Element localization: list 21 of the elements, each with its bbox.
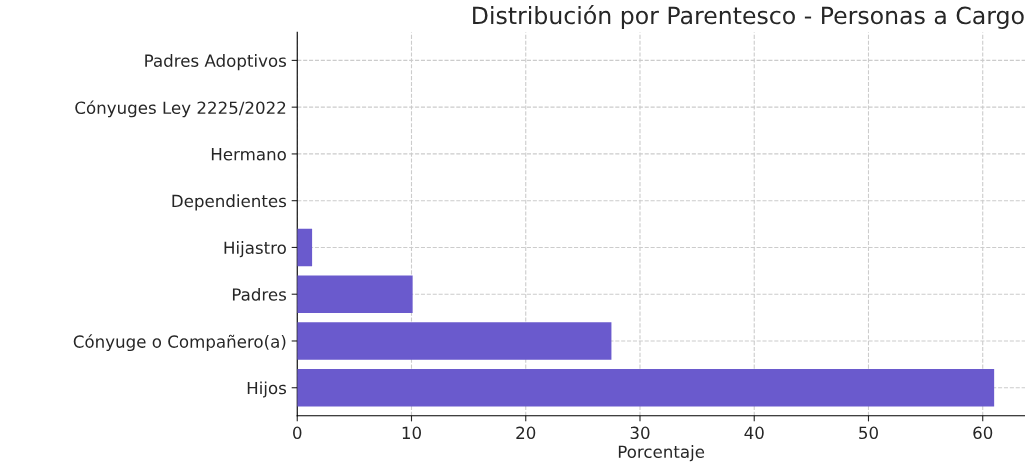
x-tick-label: 40 [744, 426, 764, 440]
y-tick-label: Cónyuge o Compañero(a) [73, 334, 286, 352]
bar [297, 322, 612, 360]
y-tick-label: Hijastro [224, 241, 286, 258]
x-axis-title: Porcentaje [618, 445, 705, 462]
chart-title: Distribución por Parentesco - Personas a Cargo [473, 5, 1024, 29]
bar [297, 275, 413, 313]
y-tick-label: Cónyuges Ley 2225/2022 [75, 100, 286, 118]
x-tick-label: 30 [630, 426, 650, 440]
x-tick-label: 0 [293, 426, 302, 440]
y-tick-label: Dependientes [172, 194, 287, 211]
x-tick-label: 50 [859, 426, 878, 440]
y-tick-label: Padres Adoptivos [145, 54, 287, 71]
y-tick-label: Hijos [247, 381, 287, 398]
y-tick-label: Hermano [211, 148, 286, 161]
bar [297, 228, 313, 267]
y-tick-label: Padres [232, 287, 287, 301]
bar [297, 369, 995, 407]
x-tick-label: 60 [973, 426, 993, 440]
x-tick-label: 10 [402, 426, 421, 440]
x-tick-label: 20 [516, 426, 536, 440]
